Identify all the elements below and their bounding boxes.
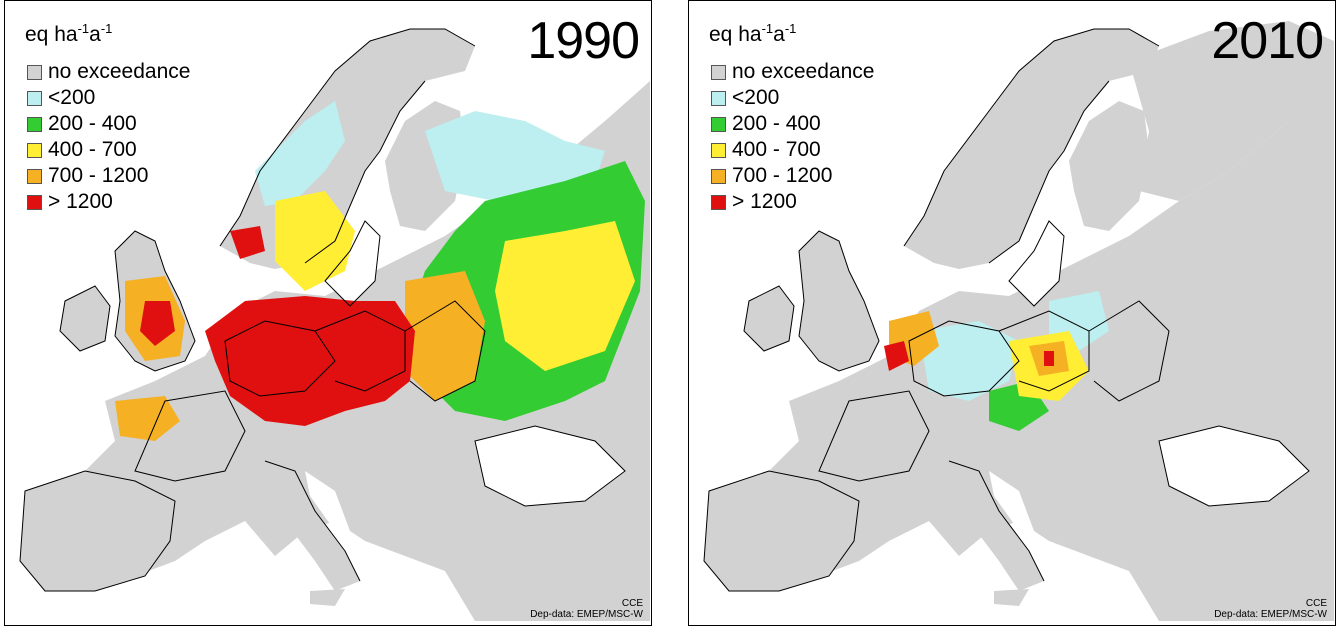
- legend-swatch: [711, 142, 726, 158]
- legend-swatch: [711, 90, 726, 106]
- legend-item: 400 - 700: [27, 137, 190, 163]
- black-sea: [1159, 426, 1309, 506]
- map-panel-1990: eq ha-1a-1 1990 no exceedance <200 200 -…: [4, 0, 652, 626]
- iberia: [704, 471, 859, 591]
- legend-item: <200: [711, 85, 874, 111]
- europe-map: [19, 28, 650, 621]
- seas: [989, 221, 1309, 531]
- sicily: [310, 589, 345, 606]
- area-lt200: [255, 101, 345, 206]
- area-gt1200-uk: [140, 301, 175, 346]
- legend-label: > 1200: [48, 190, 113, 213]
- legend-label: 700 - 1200: [732, 164, 833, 187]
- area-gt1200-dk: [230, 226, 265, 259]
- legend-swatch: [27, 90, 42, 106]
- legend-item: > 1200: [27, 189, 190, 215]
- legend-label: no exceedance: [48, 60, 191, 83]
- sicily: [994, 589, 1029, 606]
- iberia: [20, 471, 175, 591]
- legend-item: 200 - 400: [27, 111, 190, 137]
- unit-label: eq ha-1a-1: [25, 21, 113, 46]
- legend-label: 400 - 700: [732, 138, 821, 161]
- legend-item: <200: [27, 85, 190, 111]
- area-lt200: [919, 321, 1019, 401]
- legend-swatch: [27, 116, 42, 132]
- area-lt200-east: [425, 111, 605, 201]
- baltic-sea: [325, 221, 380, 306]
- legend-item: 700 - 1200: [27, 163, 190, 189]
- legend-swatch: [711, 116, 726, 132]
- credit-data: Dep-data: EMEP/MSC-W: [530, 609, 643, 620]
- area-gt1200-pl: [1044, 351, 1054, 366]
- credit: CCE Dep-data: EMEP/MSC-W: [1214, 598, 1327, 620]
- ireland: [744, 286, 794, 351]
- credit: CCE Dep-data: EMEP/MSC-W: [530, 598, 643, 620]
- credit-data: Dep-data: EMEP/MSC-W: [1214, 609, 1327, 620]
- legend-label: <200: [732, 86, 780, 109]
- black-sea: [475, 426, 625, 506]
- legend-swatch: [27, 142, 42, 158]
- adriatic-sea: [989, 471, 1034, 531]
- ireland: [60, 286, 110, 351]
- area-gt1200: [884, 341, 909, 371]
- legend-swatch: [27, 168, 42, 184]
- legend-item: no exceedance: [711, 59, 874, 85]
- year-label: 1990: [527, 12, 640, 70]
- scandinavia: [904, 29, 1159, 269]
- year-label: 2010: [1211, 12, 1324, 70]
- country-borders: [703, 28, 1310, 592]
- area-gt1200: [205, 296, 415, 426]
- area-700-1200-fr: [115, 396, 180, 441]
- adriatic-sea: [305, 471, 350, 531]
- legend-item: 200 - 400: [711, 111, 874, 137]
- legend-label: > 1200: [732, 190, 797, 213]
- seas: [305, 221, 625, 531]
- legend-swatch: [711, 64, 726, 80]
- legend-swatch: [27, 194, 42, 210]
- map-panel-2010: eq ha-1a-1 2010 no exceedance <200 200 -…: [688, 0, 1336, 626]
- legend: no exceedance <200 200 - 400 400 - 700 7…: [711, 59, 874, 215]
- legend-swatch: [711, 168, 726, 184]
- unit-label: eq ha-1a-1: [709, 21, 797, 46]
- exceedance-areas: [115, 101, 645, 441]
- area-700-1200: [405, 271, 485, 401]
- russia-north: [1129, 21, 1334, 201]
- great-britain: [799, 231, 879, 371]
- legend: no exceedance <200 200 - 400 400 - 700 7…: [27, 59, 190, 215]
- legend-item: no exceedance: [27, 59, 190, 85]
- legend-item: 400 - 700: [711, 137, 874, 163]
- area-400-700: [275, 191, 355, 291]
- legend-item: 700 - 1200: [711, 163, 874, 189]
- legend-item: > 1200: [711, 189, 874, 215]
- country-borders: [19, 28, 626, 592]
- legend-swatch: [27, 64, 42, 80]
- legend-label: 400 - 700: [48, 138, 137, 161]
- legend-label: 200 - 400: [732, 112, 821, 135]
- legend-label: no exceedance: [732, 60, 875, 83]
- italy: [265, 461, 360, 591]
- legend-label: 200 - 400: [48, 112, 137, 135]
- finland: [1069, 101, 1149, 231]
- credit-org: CCE: [1305, 598, 1327, 609]
- italy: [949, 461, 1044, 591]
- legend-label: <200: [48, 86, 96, 109]
- legend-label: 700 - 1200: [48, 164, 149, 187]
- area-400-700-east: [495, 221, 635, 371]
- baltic-sea: [1009, 221, 1064, 306]
- europe-map: [703, 21, 1334, 621]
- legend-swatch: [711, 194, 726, 210]
- credit-org: CCE: [621, 598, 643, 609]
